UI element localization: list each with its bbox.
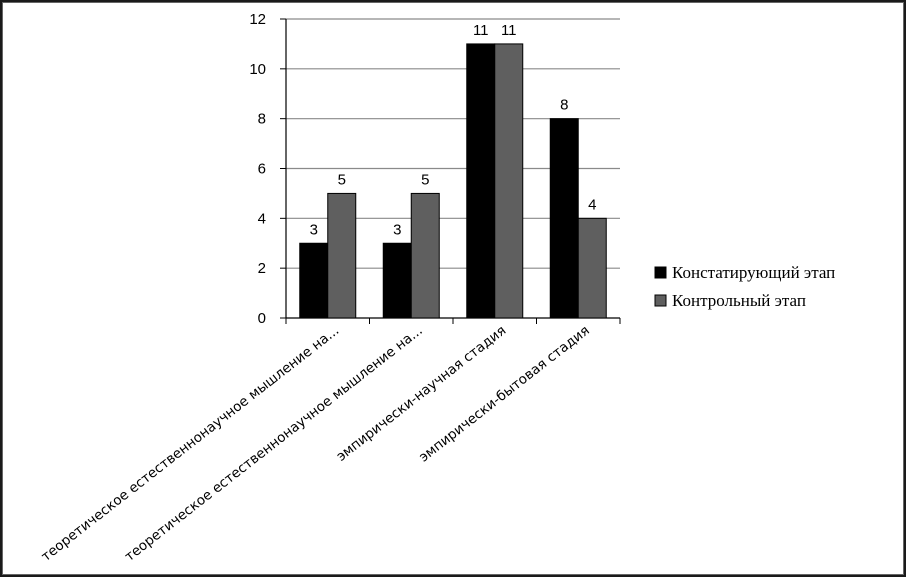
data-label: 4 [588,196,596,213]
y-tick-label: 6 [258,161,266,178]
bar-kontrol-2 [494,43,524,319]
legend-swatch-0 [654,266,667,279]
y-tick-label: 12 [249,11,266,28]
data-label: 8 [560,97,568,114]
data-label: 5 [338,171,346,188]
x-category-label: теоретическое естественнонаучное мышлени… [122,323,426,565]
bar-kontrol-1 [410,192,440,319]
x-category-label: эмпирически-бытовая стадия [416,323,593,466]
y-tick-label: 10 [249,61,266,78]
bar-kontrol-0 [327,192,357,319]
bar-kontrol-3 [577,217,607,319]
y-tick-label: 8 [258,111,266,128]
legend-label-1: Контрольный этап [672,291,806,310]
x-category-label: эмпирически-научная стадия [334,323,510,465]
data-label: 11 [501,22,517,39]
data-label: 3 [393,221,401,238]
y-tick-label: 2 [258,260,266,277]
bar-konstat-1 [382,242,412,319]
bar-konstat-3 [549,118,579,319]
y-tick-label: 0 [258,310,266,327]
data-label: 5 [421,171,429,188]
y-tick-label: 4 [258,210,266,227]
legend-swatch-1 [654,294,667,307]
bar-konstat-2 [466,43,496,319]
x-category-label: теоретическое естественнонаучное мышлени… [38,323,342,565]
data-label: 11 [473,22,489,39]
data-label: 3 [310,221,318,238]
bar-konstat-0 [299,242,329,319]
legend-label-0: Констатирующий этап [672,263,835,282]
